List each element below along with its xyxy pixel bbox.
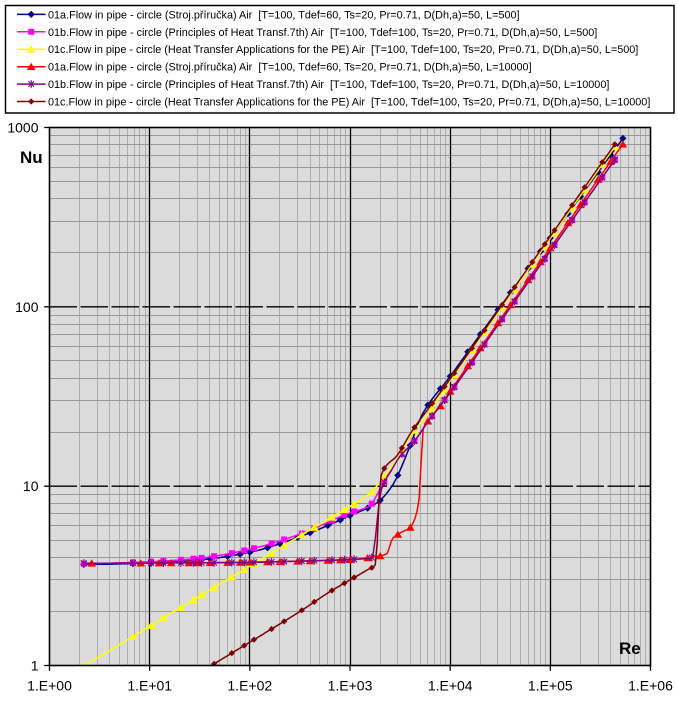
svg-text:1.E+02: 1.E+02	[227, 678, 272, 694]
svg-text:1000: 1000	[7, 120, 38, 136]
svg-text:01b.Flow in pipe - circle (Pri: 01b.Flow in pipe - circle (Principles of…	[48, 27, 597, 39]
svg-text:1.E+03: 1.E+03	[328, 678, 373, 694]
svg-text:1.E+06: 1.E+06	[628, 678, 673, 694]
svg-text:Re: Re	[619, 639, 641, 658]
svg-text:10: 10	[23, 478, 39, 494]
svg-text:1.E+00: 1.E+00	[27, 678, 72, 694]
svg-text:01c.Flow in pipe - circle (Hea: 01c.Flow in pipe - circle (Heat Transfer…	[48, 97, 650, 109]
svg-text:01b.Flow in pipe - circle (Pri: 01b.Flow in pipe - circle (Principles of…	[48, 79, 609, 91]
svg-text:01a.Flow in pipe - circle (Str: 01a.Flow in pipe - circle (Stroj.příručk…	[48, 62, 532, 74]
svg-text:01c.Flow in pipe - circle (Hea: 01c.Flow in pipe - circle (Heat Transfer…	[48, 44, 638, 56]
svg-text:01a.Flow in pipe - circle (Str: 01a.Flow in pipe - circle (Stroj.příručk…	[48, 9, 520, 21]
svg-text:Nu: Nu	[20, 148, 43, 167]
svg-text:1.E+04: 1.E+04	[428, 678, 473, 694]
svg-text:1: 1	[31, 658, 39, 674]
svg-text:1.E+01: 1.E+01	[127, 678, 172, 694]
svg-text:1.E+05: 1.E+05	[528, 678, 573, 694]
svg-text:100: 100	[15, 299, 39, 315]
